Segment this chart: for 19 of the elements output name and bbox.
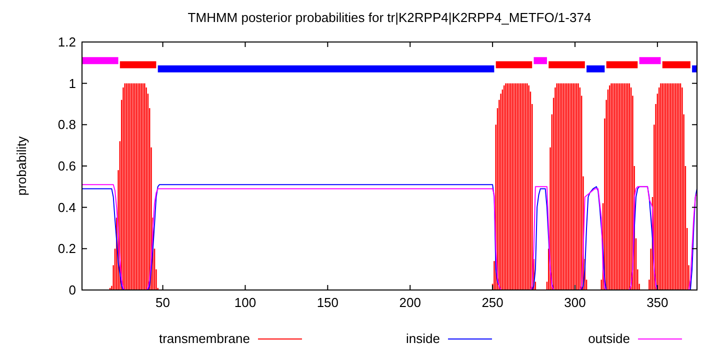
y-tick-label: 1 <box>68 76 76 91</box>
y-tick-label: 0 <box>68 282 76 298</box>
legend-label: outside <box>588 331 630 346</box>
y-tick-label: 1.2 <box>58 34 76 50</box>
x-tick-label: 150 <box>316 295 339 310</box>
y-tick-label: 0.2 <box>58 241 76 256</box>
x-tick-label: 350 <box>646 295 668 310</box>
legend-label: transmembrane <box>158 331 250 346</box>
x-tick-label: 100 <box>234 295 256 310</box>
y-tick-label: 0.4 <box>58 200 76 215</box>
chart-title: TMHMM posterior probabilities for tr|K2RPP4|K2RPP4_METFO/1-374 <box>188 10 592 25</box>
x-tick-label: 250 <box>482 295 504 310</box>
y-tick-label: 0.6 <box>58 158 76 174</box>
y-tick-label: 0.8 <box>58 117 76 132</box>
x-tick-label: 200 <box>399 295 421 310</box>
x-tick-label: 300 <box>564 295 586 310</box>
x-tick-label: 50 <box>156 295 170 310</box>
legend-label: inside <box>406 331 440 346</box>
y-axis-title: probability <box>14 136 29 196</box>
